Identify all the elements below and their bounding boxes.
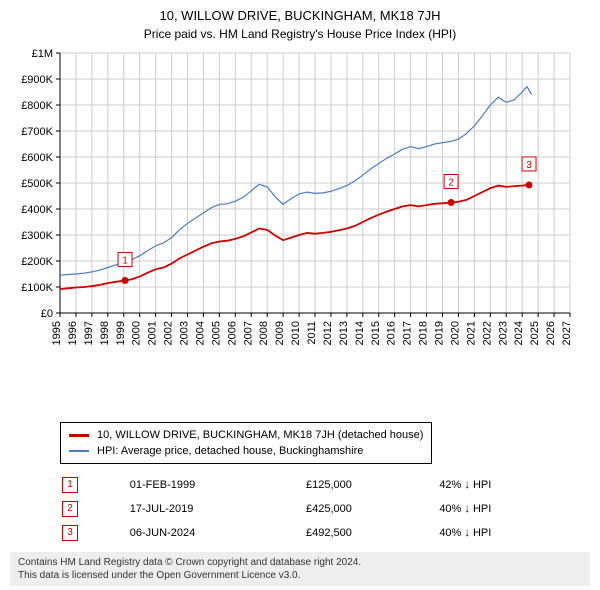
x-tick-label: 2001	[147, 321, 159, 345]
x-tick-label: 2008	[258, 321, 270, 345]
footer-note: Contains HM Land Registry data © Crown c…	[10, 552, 590, 586]
marker-badge-2: 2	[62, 501, 78, 517]
x-tick-label: 2003	[179, 321, 191, 345]
titles-block: 10, WILLOW DRIVE, BUCKINGHAM, MK18 7JH P…	[10, 8, 590, 47]
legend-box: 10, WILLOW DRIVE, BUCKINGHAM, MK18 7JH (…	[60, 422, 432, 464]
x-tick-label: 2010	[290, 321, 302, 345]
marker-price-2: £425,000	[306, 498, 437, 520]
x-tick-label: 2026	[545, 321, 557, 345]
marker-flag-label-2: 2	[448, 178, 454, 189]
legend-row-hpi: HPI: Average price, detached house, Buck…	[69, 443, 423, 459]
marker-point-1	[122, 277, 129, 284]
legend-row-property: 10, WILLOW DRIVE, BUCKINGHAM, MK18 7JH (…	[69, 427, 423, 443]
x-tick-label: 1997	[83, 321, 95, 345]
y-tick-label: £500K	[21, 178, 53, 190]
marker-row-1: 1 01-FEB-1999 £125,000 42% ↓ HPI	[62, 474, 584, 496]
marker-flag-label-3: 3	[526, 160, 532, 171]
y-tick-label: £100K	[21, 282, 53, 294]
x-tick-label: 2009	[274, 321, 286, 345]
x-tick-label: 2021	[465, 321, 477, 345]
x-tick-label: 2025	[529, 321, 541, 345]
x-tick-label: 1996	[67, 321, 79, 345]
x-tick-label: 2000	[131, 321, 143, 345]
sub-title: Price paid vs. HM Land Registry's House …	[10, 27, 590, 41]
main-title: 10, WILLOW DRIVE, BUCKINGHAM, MK18 7JH	[10, 8, 590, 23]
x-tick-label: 2013	[338, 321, 350, 345]
x-tick-label: 2022	[481, 321, 493, 345]
chart-svg: £0 £100K £200K £300K £400K £500K £600K £700K £80…	[10, 47, 580, 357]
marker-date-3: 06-JUN-2024	[130, 522, 304, 544]
legend-swatch-property	[69, 434, 89, 437]
x-tick-label: 2005	[210, 321, 222, 345]
marker-price-1: £125,000	[306, 474, 437, 496]
marker-point-3	[526, 181, 533, 188]
marker-row-3: 3 06-JUN-2024 £492,500 40% ↓ HPI	[62, 522, 584, 544]
y-tick-label: £0	[41, 308, 53, 320]
marker-date-1: 01-FEB-1999	[130, 474, 304, 496]
y-tick-label: £900K	[21, 74, 53, 86]
marker-date-2: 17-JUL-2019	[130, 498, 304, 520]
y-tick-label: £600K	[21, 152, 53, 164]
x-tick-label: 2018	[418, 321, 430, 345]
x-tick-label: 2023	[497, 321, 509, 345]
legend-swatch-hpi	[69, 450, 89, 452]
marker-pct-3: 40% ↓ HPI	[439, 522, 584, 544]
chart-area: £0 £100K £200K £300K £400K £500K £600K £700K £80…	[10, 47, 590, 416]
footer-line-2: This data is licensed under the Open Gov…	[18, 569, 582, 582]
marker-table: 1 01-FEB-1999 £125,000 42% ↓ HPI 2 17-JU…	[60, 472, 586, 546]
x-tick-label: 1998	[99, 321, 111, 345]
x-tick-label: 2014	[354, 321, 366, 345]
marker-flag-label-1: 1	[122, 256, 128, 267]
y-tick-label: £400K	[21, 204, 53, 216]
x-tick-label: 2019	[434, 321, 446, 345]
legend-label-property: 10, WILLOW DRIVE, BUCKINGHAM, MK18 7JH (…	[97, 427, 423, 443]
x-tick-label: 2017	[402, 321, 414, 345]
footer-line-1: Contains HM Land Registry data © Crown c…	[18, 556, 582, 569]
x-tick-label: 2007	[242, 321, 254, 345]
x-tick-label: 1995	[51, 321, 63, 345]
x-tick-label: 2004	[194, 321, 206, 345]
marker-pct-2: 40% ↓ HPI	[439, 498, 584, 520]
x-tick-label: 2006	[226, 321, 238, 345]
y-tick-label: £800K	[21, 100, 53, 112]
x-tick-label: 2024	[513, 321, 525, 345]
marker-price-3: £492,500	[306, 522, 437, 544]
y-tick-label: £300K	[21, 230, 53, 242]
y-tick-label: £1M	[32, 48, 53, 60]
chart-container: 10, WILLOW DRIVE, BUCKINGHAM, MK18 7JH P…	[0, 0, 600, 590]
x-tick-label: 2015	[370, 321, 382, 345]
x-tick-label: 2002	[163, 321, 175, 345]
marker-badge-1: 1	[62, 477, 78, 493]
x-tick-label: 2011	[306, 321, 318, 345]
marker-badge-3: 3	[62, 525, 78, 541]
y-tick-label: £700K	[21, 126, 53, 138]
x-tick-label: 2027	[561, 321, 573, 345]
marker-row-2: 2 17-JUL-2019 £425,000 40% ↓ HPI	[62, 498, 584, 520]
x-tick-label: 2020	[449, 321, 461, 345]
marker-point-2	[448, 199, 455, 206]
x-tick-label: 2012	[322, 321, 334, 345]
y-tick-label: £200K	[21, 256, 53, 268]
x-tick-label: 1999	[115, 321, 127, 345]
legend-label-hpi: HPI: Average price, detached house, Buck…	[97, 443, 363, 459]
marker-pct-1: 42% ↓ HPI	[439, 474, 584, 496]
x-tick-label: 2016	[386, 321, 398, 345]
